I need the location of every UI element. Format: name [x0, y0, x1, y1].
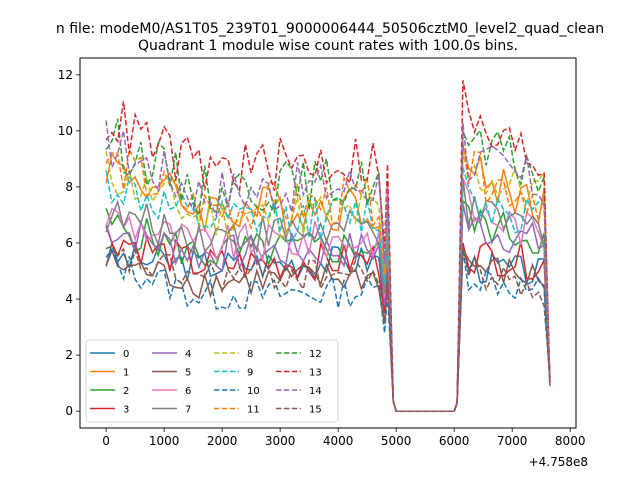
x-tick-label: 5000 [381, 434, 412, 448]
y-axis: 0 2 4 6 8 10 12 [58, 68, 80, 418]
legend-label-9: 9 [247, 368, 253, 379]
series-line-14 [105, 120, 551, 412]
series-line-9 [105, 167, 551, 412]
x-axis: 0 1000 2000 3000 4000 5000 6000 7000 8000 [102, 428, 585, 448]
legend-label-4: 4 [185, 349, 191, 360]
series-line-15 [105, 245, 551, 412]
legend-label-13: 13 [309, 368, 322, 379]
y-tick-label: 12 [58, 68, 73, 82]
y-tick-label: 2 [65, 348, 73, 362]
series-line-6 [105, 178, 551, 412]
x-tick-label: 4000 [323, 434, 354, 448]
legend-label-12: 12 [309, 349, 322, 360]
legend-label-0: 0 [123, 349, 129, 360]
x-tick-label: 3000 [265, 434, 296, 448]
x-offset-text: +4.758e8 [529, 455, 588, 469]
legend-label-14: 14 [309, 386, 322, 397]
plot-area [105, 80, 551, 412]
legend-label-11: 11 [247, 405, 260, 416]
series-line-12 [105, 118, 551, 412]
figure-suptitle: n file: modeM0/AS1T05_239T01_9000006444_… [56, 21, 604, 37]
y-tick-label: 10 [58, 124, 73, 138]
x-tick-label: 8000 [555, 434, 586, 448]
y-tick-label: 4 [65, 292, 73, 306]
x-tick-label: 1000 [149, 434, 180, 448]
x-tick-label: 0 [102, 434, 110, 448]
legend-label-7: 7 [185, 405, 191, 416]
legend-label-1: 1 [123, 368, 129, 379]
x-tick-label: 7000 [497, 434, 528, 448]
legend-box [85, 339, 339, 423]
y-tick-label: 8 [65, 180, 73, 194]
y-tick-label: 0 [65, 404, 73, 418]
x-tick-label: 2000 [207, 434, 238, 448]
x-tick-label: 6000 [439, 434, 470, 448]
series-line-8 [105, 150, 551, 412]
legend-label-10: 10 [247, 386, 260, 397]
legend-label-5: 5 [185, 368, 191, 379]
chart-title: Quadrant 1 module wise count rates with … [138, 38, 518, 54]
series-line-11 [105, 141, 551, 412]
legend-label-8: 8 [247, 349, 253, 360]
series-line-2 [105, 199, 551, 412]
legend-label-2: 2 [123, 386, 129, 397]
y-tick-label: 6 [65, 236, 73, 250]
series-line-13 [105, 80, 551, 412]
legend-label-3: 3 [123, 405, 129, 416]
legend-label-6: 6 [185, 386, 191, 397]
legend-label-15: 15 [309, 405, 322, 416]
